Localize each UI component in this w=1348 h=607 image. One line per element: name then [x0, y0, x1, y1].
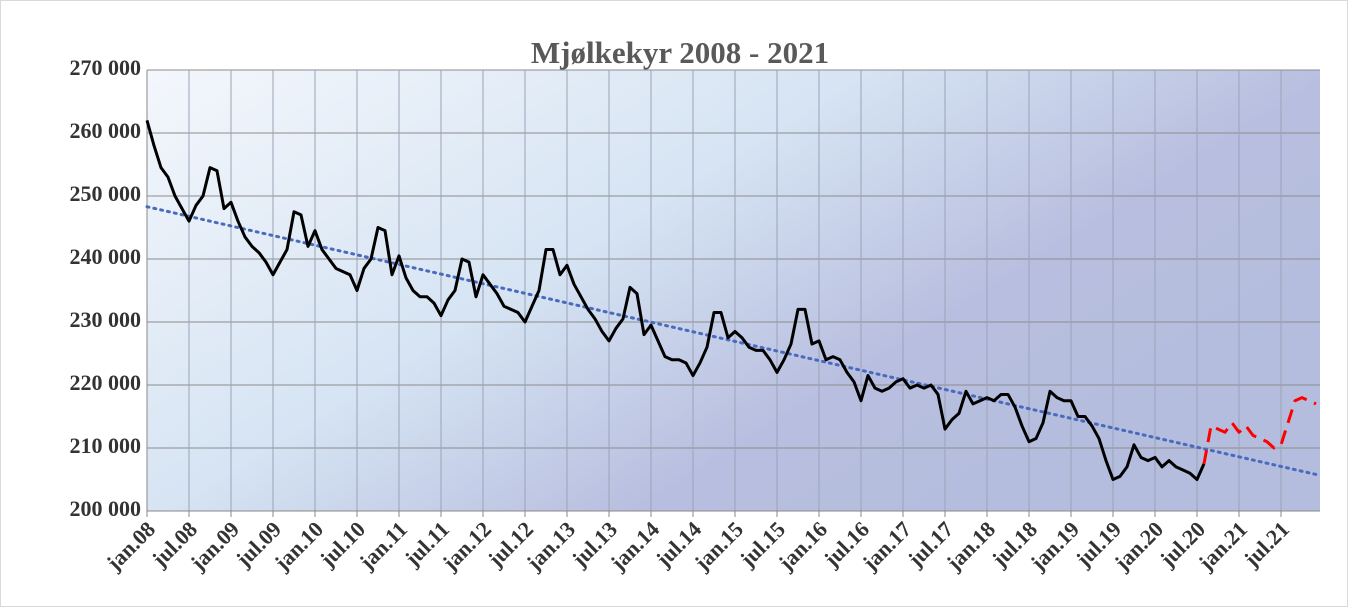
chart-title: Mjølkekyr 2008 - 2021: [531, 35, 829, 70]
plot-area: [147, 70, 1320, 511]
y-tick-label: 230 000: [70, 307, 142, 332]
y-tick-label: 250 000: [70, 181, 142, 206]
y-tick-label: 210 000: [70, 433, 142, 458]
y-tick-label: 240 000: [70, 244, 142, 269]
data-line: [145, 119, 1206, 481]
y-tick-label: 220 000: [70, 370, 142, 395]
y-tick-label: 270 000: [70, 55, 142, 80]
data-line: [1202, 396, 1317, 465]
y-tick-label: 200 000: [70, 496, 142, 521]
y-tick-label: 260 000: [70, 118, 142, 143]
